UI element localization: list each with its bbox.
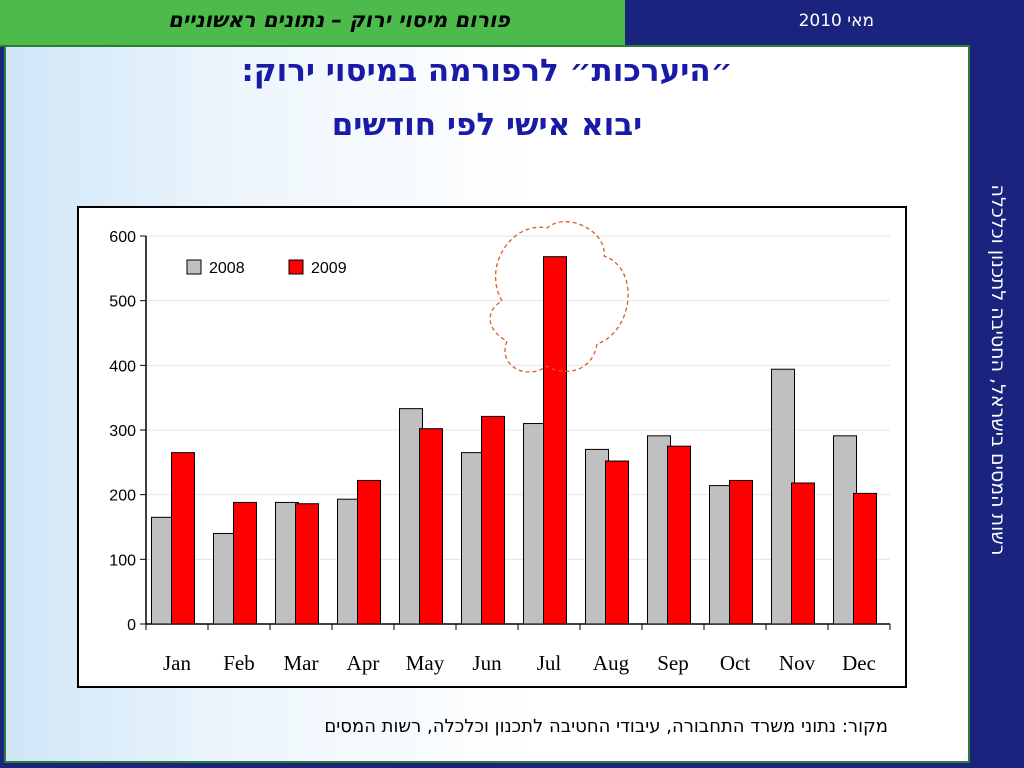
header-date: מאי 2010 bbox=[798, 11, 874, 31]
bar-2009-jul bbox=[543, 256, 567, 625]
bar-2009-oct bbox=[729, 479, 753, 625]
y-tick-label: 300 bbox=[109, 423, 136, 440]
slide-title-line1: ״היערכות״ לרפורמה במיסוי ירוק: bbox=[241, 53, 733, 89]
bar-2009-dec bbox=[853, 492, 877, 625]
y-tick-label: 500 bbox=[109, 294, 136, 311]
slide-title-line2: יבוא אישי לפי חודשים bbox=[331, 107, 643, 143]
bar-2009-jun bbox=[481, 415, 505, 625]
x-tick-label: Sep bbox=[657, 651, 689, 675]
x-tick-label: Apr bbox=[347, 651, 380, 675]
bar-2009-aug bbox=[605, 460, 629, 625]
bar-2009-apr bbox=[357, 479, 381, 625]
chart-frame: 0 100 200 300 400 500 600 Jan Feb Mar Apr May Jun Jul… bbox=[77, 206, 907, 688]
legend-label-2008: 2008 bbox=[209, 260, 245, 277]
x-tick-label: Jul bbox=[537, 651, 562, 675]
bar-2009-may bbox=[419, 428, 443, 625]
y-tick-label: 600 bbox=[109, 229, 136, 246]
bar-2009-jan bbox=[171, 452, 195, 625]
y-tick-label: 0 bbox=[127, 617, 136, 634]
x-tick-label: Jun bbox=[472, 651, 502, 675]
sidebar bbox=[972, 45, 1024, 768]
bar-2009-feb bbox=[233, 501, 257, 625]
x-tick-label: May bbox=[406, 651, 445, 675]
bar-2009-sep bbox=[667, 445, 691, 625]
legend-swatch-2008 bbox=[186, 259, 202, 275]
x-tick-label: Nov bbox=[779, 651, 816, 675]
x-tick-label: Jan bbox=[163, 651, 191, 675]
x-tick-label: Oct bbox=[720, 651, 750, 675]
legend-label-2009: 2009 bbox=[311, 260, 347, 277]
y-tick-label: 400 bbox=[109, 358, 136, 375]
bar-2009-mar bbox=[295, 503, 319, 625]
header-banner: פורום מיסוי ירוק – נתונים ראשוניים bbox=[0, 0, 625, 47]
x-tick-label: Dec bbox=[842, 651, 876, 675]
forum-title: פורום מיסוי ירוק – נתונים ראשוניים bbox=[168, 8, 510, 32]
x-tick-label: Aug bbox=[593, 651, 630, 675]
x-tick-label: Feb bbox=[223, 651, 255, 675]
header-date-bar: מאי 2010 bbox=[625, 0, 1024, 45]
x-tick-label: Mar bbox=[284, 651, 319, 675]
y-tick-label: 100 bbox=[109, 552, 136, 569]
highlight-cloud bbox=[489, 221, 629, 373]
y-tick-label: 200 bbox=[109, 488, 136, 505]
bar-2009-nov bbox=[791, 482, 815, 625]
legend-swatch-2009 bbox=[288, 259, 304, 275]
source-note: מקור: נתוני משרד התחבורה, עיבודי החטיבה … bbox=[324, 716, 888, 737]
bar-chart: 0 100 200 300 400 500 600 Jan Feb Mar Apr May Jun Jul… bbox=[109, 221, 891, 675]
sidebar-text: רשות המסים בישראל, החטיבה לתכנון וכלכלה bbox=[987, 184, 1009, 556]
